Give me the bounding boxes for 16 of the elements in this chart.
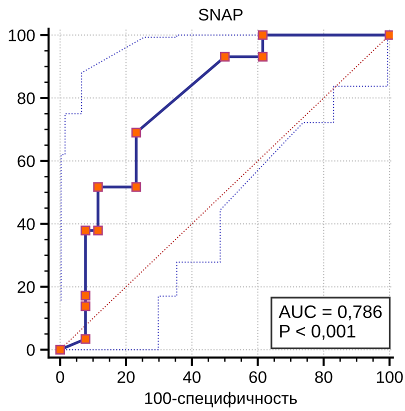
annotation: P < 0,001	[280, 324, 356, 340]
chart-title: SNAP	[198, 8, 243, 21]
y-tick-label: 0	[26, 344, 35, 356]
x-tick-label: 20	[118, 371, 135, 384]
y-tick-label: 60	[18, 155, 35, 168]
annotation: AUC = 0,786	[278, 305, 382, 320]
x-tick-label: 100	[376, 371, 403, 384]
x-tick-label: 60	[249, 371, 266, 384]
y-tick-label: 100	[8, 29, 35, 42]
y-tick-label: 40	[17, 218, 35, 230]
x-tick-label: 0	[56, 371, 64, 384]
x-tick-label: 80	[315, 371, 332, 384]
y-tick-label: 80	[18, 92, 35, 104]
x-axis-title: 100-специфичность	[145, 392, 297, 408]
y-tick-label: 20	[18, 281, 35, 293]
x-tick-label: 40	[183, 371, 201, 384]
